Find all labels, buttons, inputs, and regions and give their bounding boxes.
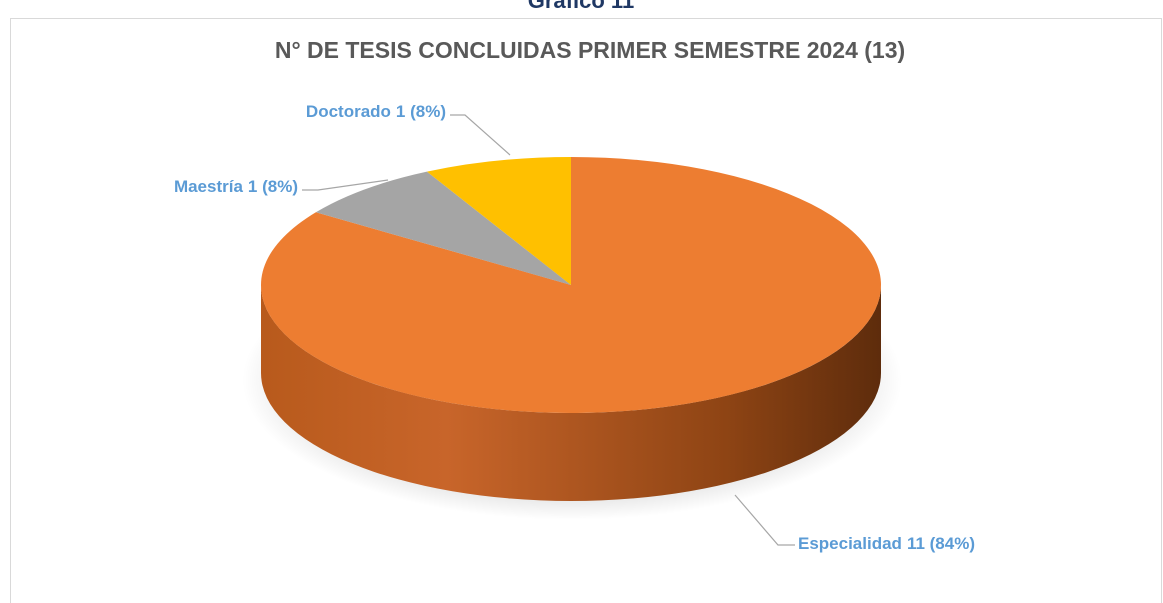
data-label-value: 11 (84%) [907, 534, 975, 553]
figure-heading: Gráfico 11 [528, 0, 634, 13]
chart-frame [10, 18, 1162, 603]
data-label: Especialidad 11 (84%) [798, 534, 975, 553]
pie-slice [315, 171, 571, 285]
data-label-category: Doctorado [306, 102, 391, 121]
data-label-category: Maestría [174, 177, 244, 196]
pie-side [261, 285, 881, 501]
data-label: Maestría 1 (8%) [174, 177, 298, 196]
chart-title: N° DE TESIS CONCLUIDAS PRIMER SEMESTRE 2… [275, 37, 905, 63]
data-label-category: Especialidad [798, 534, 902, 553]
data-label: Doctorado 1 (8%) [306, 102, 446, 121]
leader-line [450, 114, 511, 156]
data-label-value: 1 (8%) [396, 102, 446, 121]
leader-line [302, 179, 389, 191]
data-label-value: 1 (8%) [248, 177, 298, 196]
leader-line [734, 494, 795, 546]
pie-slice [426, 157, 571, 285]
